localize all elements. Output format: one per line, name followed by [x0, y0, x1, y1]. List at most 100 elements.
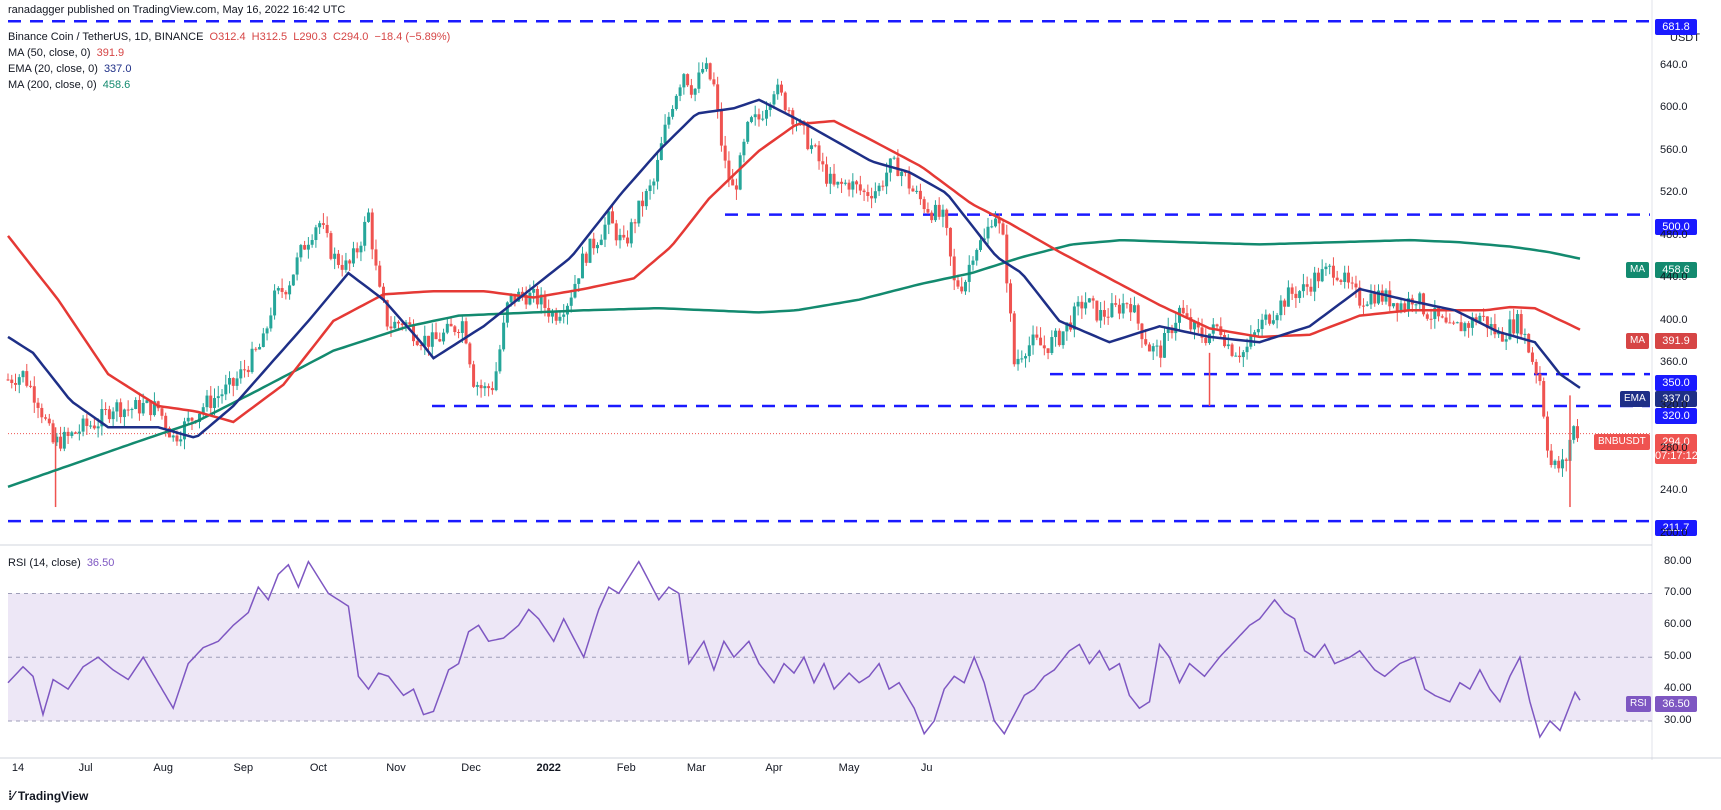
x-tick-label: Jul [78, 762, 93, 774]
candle-body [731, 179, 735, 186]
rsi-legend[interactable]: RSI (14, close) 36.50 [8, 557, 117, 569]
candle-body [727, 160, 731, 180]
candle-body [922, 199, 926, 210]
candle-body [873, 191, 877, 199]
candle-body [442, 332, 446, 342]
top-level-label: 681.8 [1655, 19, 1697, 35]
ma50-tag: MA [1626, 333, 1649, 349]
candle-body [749, 117, 753, 122]
candle-body [74, 432, 78, 434]
candle-body [235, 378, 239, 386]
candle-body [1500, 331, 1504, 342]
candle-body [291, 274, 295, 286]
x-tick-label: May [838, 762, 860, 774]
candle-body [580, 253, 584, 279]
candle-body [1346, 272, 1350, 283]
candle-body [145, 400, 149, 403]
x-tick-label: Apr [765, 762, 783, 774]
candle-body [836, 181, 840, 185]
ma50-line [7, 119, 1581, 424]
candle-body [1467, 323, 1471, 328]
candle-body [806, 125, 810, 150]
candle-body [701, 69, 705, 73]
indicator-ma50[interactable]: MA (50, close, 0) 391.9 [8, 47, 127, 59]
candle-body [1279, 300, 1283, 316]
indicator-ma200[interactable]: MA (200, close, 0) 458.6 [8, 79, 133, 91]
candle-body [460, 321, 464, 333]
candle-body [1162, 332, 1166, 358]
candle-body [652, 181, 656, 186]
tradingview-logo[interactable]: ⁞⁄ TradingView [8, 788, 88, 803]
candle-body [1095, 300, 1099, 321]
candle-body [502, 322, 506, 350]
candle-body [419, 345, 423, 347]
candle-body [1418, 293, 1422, 305]
candle-body [1365, 304, 1369, 306]
candle-body [1223, 335, 1227, 347]
candle-body [1538, 373, 1542, 382]
candle-body [314, 227, 318, 241]
candle-body [201, 407, 205, 414]
candle-body [32, 386, 36, 403]
candle-body [599, 239, 603, 245]
candle-body [81, 418, 85, 432]
indicator-ema20[interactable]: EMA (20, close, 0) 337.0 [8, 63, 134, 75]
candle-body [6, 379, 10, 381]
candle-body [393, 321, 397, 329]
candle-body [626, 237, 630, 244]
candle-body [1042, 345, 1046, 349]
candle-body [359, 245, 363, 253]
candle-body [1380, 290, 1384, 302]
candle-body [243, 369, 247, 371]
candle-body [1343, 272, 1347, 282]
candle-body [457, 332, 461, 334]
candle-body [258, 346, 262, 350]
candle-body [355, 248, 359, 253]
candle-body [374, 249, 378, 266]
candle-body [783, 92, 787, 111]
candle-body [1125, 303, 1129, 305]
high-value: H312.5 [251, 31, 288, 43]
candle-body [1238, 355, 1242, 358]
candle-body [1294, 293, 1298, 299]
candle-body [550, 312, 554, 317]
candle-body [723, 145, 727, 161]
candle-body [408, 322, 412, 325]
candle-body [1084, 302, 1088, 309]
candle-body [1185, 313, 1189, 318]
symbol-name: Binance Coin / TetherUS, 1D, BINANCE [8, 31, 204, 43]
candle-body [1099, 310, 1103, 321]
candle-body [36, 402, 40, 408]
candle-body [832, 173, 836, 185]
candle-body [1020, 358, 1024, 360]
candle-body [656, 159, 660, 182]
candle-body [303, 245, 307, 250]
candle-body [1448, 322, 1452, 324]
candle-body [1189, 317, 1193, 330]
candle-body [239, 369, 243, 379]
candle-body [1553, 460, 1557, 465]
candle-body [866, 192, 870, 196]
candle-body [487, 386, 491, 389]
ma200-tag: MA [1626, 262, 1649, 278]
candle-body [1215, 324, 1219, 327]
candle-body [933, 204, 937, 221]
candle-body [1358, 287, 1362, 306]
candle-body [77, 431, 81, 434]
x-tick-label: Sep [233, 762, 254, 774]
candle-body [51, 423, 55, 443]
candle-body [1313, 272, 1317, 292]
candle-body [1057, 330, 1061, 346]
candle-body [1193, 321, 1197, 330]
candle-body [1016, 358, 1020, 365]
candle-body [1316, 272, 1320, 282]
candle-body [265, 328, 269, 334]
candle-body [29, 385, 33, 387]
candle-body [70, 432, 74, 436]
x-tick-label: Dec [461, 762, 481, 774]
candle-body [175, 435, 179, 442]
candle-body [96, 426, 100, 429]
candle-body [1301, 284, 1305, 292]
candle-body [896, 157, 900, 177]
